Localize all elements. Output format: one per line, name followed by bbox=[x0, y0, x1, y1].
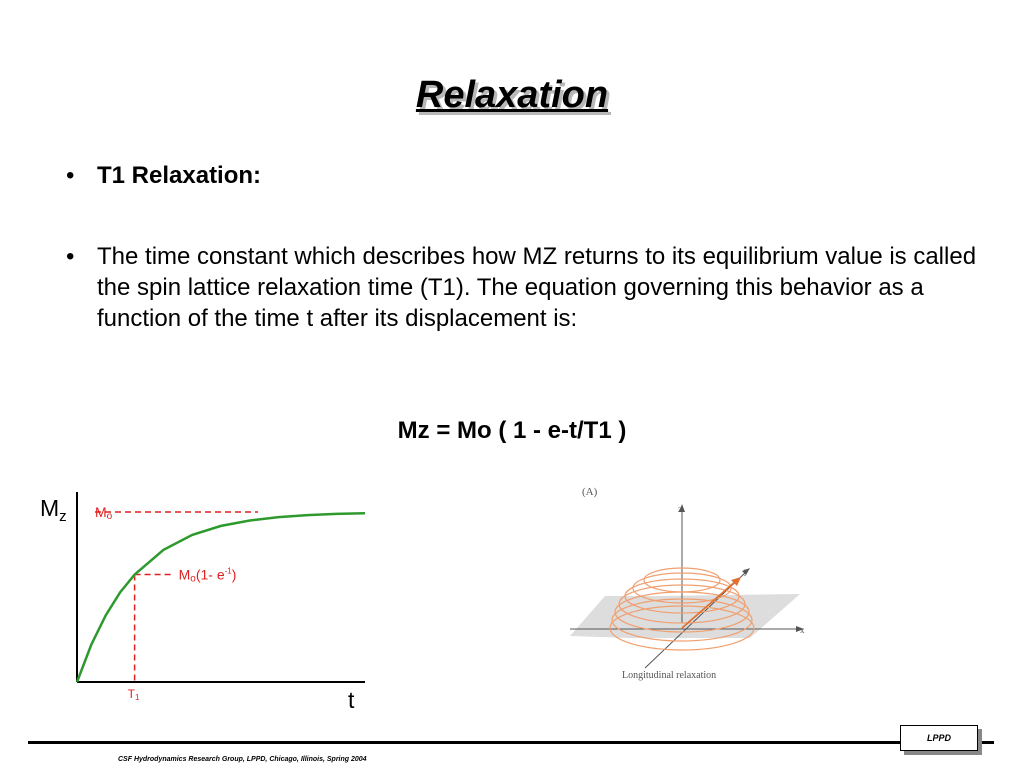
y-axis-label: Mz bbox=[40, 495, 67, 525]
xy-plane bbox=[570, 594, 800, 638]
z-axis-arrow-icon bbox=[679, 504, 685, 512]
t1-tick-label: T1 bbox=[128, 687, 140, 702]
bullet-marker: • bbox=[66, 162, 75, 189]
asymptote-label: Mo bbox=[95, 504, 113, 522]
precession-spiral bbox=[609, 567, 755, 651]
bullet-text: T1 Relaxation: bbox=[97, 162, 262, 189]
relaxation-plot: Mz t Mo Mo(1- e-1) T1 bbox=[40, 492, 366, 712]
x-axis-arrow-icon bbox=[796, 626, 804, 632]
panel-label: (A) bbox=[582, 486, 598, 498]
bullet-marker: • bbox=[66, 243, 75, 270]
y-axis-label: y bbox=[744, 566, 749, 576]
y-axis-arrow-icon bbox=[742, 568, 750, 575]
logo-text: LPPD bbox=[926, 733, 951, 743]
t1-point-label: Mo(1- e-1) bbox=[179, 567, 237, 585]
magnetization-arrow-icon bbox=[731, 577, 741, 586]
footer-divider bbox=[28, 741, 994, 744]
x-axis-label: t bbox=[348, 687, 355, 712]
figure-caption: Longitudinal relaxation bbox=[622, 670, 716, 681]
recovery-curve bbox=[75, 511, 366, 683]
magnetization-vector bbox=[681, 580, 737, 629]
footer-credit: CSF Hydrodynamics Research Group, LPPD, … bbox=[118, 756, 367, 763]
longitudinal-relaxation-figure: (A) z x y Longitudinal relaxation bbox=[570, 486, 805, 681]
x-axis-label: x bbox=[800, 625, 805, 635]
slide-title: Relaxation bbox=[415, 74, 609, 116]
lppd-logo: LPPD bbox=[900, 725, 978, 751]
z-axis-label: z bbox=[678, 504, 682, 514]
bullet-text: The time constant which describes how MZ… bbox=[97, 243, 977, 332]
equation: Mz = Mo ( 1 - e-t/T1 ) bbox=[397, 417, 627, 444]
